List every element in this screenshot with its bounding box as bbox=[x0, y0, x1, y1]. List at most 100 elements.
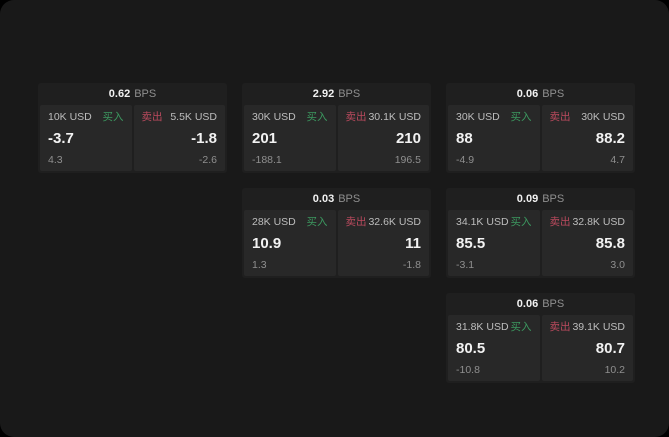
sell-quote-panel[interactable]: 卖出 39.1K USD 80.7 10.2 bbox=[541, 315, 633, 381]
sell-sub-value: 10.2 bbox=[604, 363, 625, 376]
buy-label-row: 30K USD 买入 bbox=[456, 112, 532, 123]
quote-card: 2.92 BPS 30K USD 买入 201 -188.1 卖出 30.1K … bbox=[242, 83, 431, 173]
quote-panels: 31.8K USD 买入 80.5 -10.8 卖出 39.1K USD 80.… bbox=[446, 315, 635, 383]
spread-unit: BPS bbox=[542, 297, 565, 310]
sell-size: 32.6K USD bbox=[368, 216, 421, 228]
spread-value: 0.62 bbox=[108, 87, 131, 100]
spread-unit: BPS bbox=[134, 87, 157, 100]
buy-label-row: 31.8K USD 买入 bbox=[456, 322, 532, 333]
sell-label-row: 卖出 39.1K USD bbox=[550, 322, 626, 333]
buy-price: 201 bbox=[252, 130, 278, 147]
spread-header: 0.03 BPS bbox=[242, 188, 431, 210]
sell-quote-panel[interactable]: 卖出 32.8K USD 85.8 3.0 bbox=[541, 210, 633, 276]
spread-header: 0.09 BPS bbox=[446, 188, 635, 210]
spread-header: 0.06 BPS bbox=[446, 293, 635, 315]
sell-price: 11 bbox=[405, 235, 421, 252]
buy-sub-value: 4.3 bbox=[48, 153, 63, 166]
buy-size: 30K USD bbox=[456, 111, 500, 123]
sell-side-label: 卖出 bbox=[549, 216, 571, 228]
sell-quote-panel[interactable]: 卖出 30K USD 88.2 4.7 bbox=[541, 105, 633, 171]
buy-side-label: 买入 bbox=[510, 321, 532, 333]
sell-label-row: 卖出 5.5K USD bbox=[142, 112, 218, 123]
spread-value: 0.06 bbox=[516, 297, 539, 310]
sell-label-row: 卖出 32.8K USD bbox=[550, 217, 626, 228]
sell-quote-panel[interactable]: 卖出 5.5K USD -1.8 -2.6 bbox=[133, 105, 225, 171]
sell-label-row: 卖出 32.6K USD bbox=[346, 217, 422, 228]
buy-quote-panel[interactable]: 28K USD 买入 10.9 1.3 bbox=[244, 210, 336, 276]
buy-price: 80.5 bbox=[456, 340, 486, 357]
buy-quote-panel[interactable]: 30K USD 买入 88 -4.9 bbox=[448, 105, 540, 171]
sell-size: 30K USD bbox=[581, 111, 625, 123]
sell-side-label: 卖出 bbox=[549, 321, 571, 333]
buy-price: 10.9 bbox=[252, 235, 282, 252]
buy-quote-panel[interactable]: 34.1K USD 买入 85.5 -3.1 bbox=[448, 210, 540, 276]
sell-label-row: 卖出 30.1K USD bbox=[346, 112, 422, 123]
sell-sub-value: -2.6 bbox=[198, 153, 217, 166]
quote-card: 0.03 BPS 28K USD 买入 10.9 1.3 卖出 32.6K US… bbox=[242, 188, 431, 278]
spread-value: 2.92 bbox=[312, 87, 335, 100]
quote-panels: 28K USD 买入 10.9 1.3 卖出 32.6K USD 11 -1.8 bbox=[242, 210, 431, 278]
buy-quote-panel[interactable]: 30K USD 买入 201 -188.1 bbox=[244, 105, 336, 171]
sell-size: 39.1K USD bbox=[572, 321, 625, 333]
buy-quote-panel[interactable]: 10K USD 买入 -3.7 4.3 bbox=[40, 105, 132, 171]
buy-label-row: 34.1K USD 买入 bbox=[456, 217, 532, 228]
spread-header: 0.06 BPS bbox=[446, 83, 635, 105]
quote-card: 0.06 BPS 30K USD 买入 88 -4.9 卖出 30K USD 8… bbox=[446, 83, 635, 173]
quote-panels: 30K USD 买入 88 -4.9 卖出 30K USD 88.2 4.7 bbox=[446, 105, 635, 173]
buy-label-row: 30K USD 买入 bbox=[252, 112, 328, 123]
buy-price: -3.7 bbox=[48, 130, 74, 147]
buy-size: 30K USD bbox=[252, 111, 296, 123]
buy-label-row: 10K USD 买入 bbox=[48, 112, 124, 123]
sell-price: 210 bbox=[395, 130, 421, 147]
sell-side-label: 卖出 bbox=[345, 111, 367, 123]
quote-panels: 34.1K USD 买入 85.5 -3.1 卖出 32.8K USD 85.8… bbox=[446, 210, 635, 278]
sell-sub-value: -1.8 bbox=[402, 258, 421, 271]
sell-sub-value: 4.7 bbox=[610, 153, 625, 166]
spread-header: 2.92 BPS bbox=[242, 83, 431, 105]
buy-label-row: 28K USD 买入 bbox=[252, 217, 328, 228]
buy-size: 10K USD bbox=[48, 111, 92, 123]
sell-price: -1.8 bbox=[191, 130, 217, 147]
sell-label-row: 卖出 30K USD bbox=[550, 112, 626, 123]
spread-unit: BPS bbox=[338, 192, 361, 205]
sell-price: 88.2 bbox=[595, 130, 625, 147]
buy-size: 28K USD bbox=[252, 216, 296, 228]
buy-quote-panel[interactable]: 31.8K USD 买入 80.5 -10.8 bbox=[448, 315, 540, 381]
spread-unit: BPS bbox=[542, 192, 565, 205]
quote-card: 0.06 BPS 31.8K USD 买入 80.5 -10.8 卖出 39.1… bbox=[446, 293, 635, 383]
sell-side-label: 卖出 bbox=[141, 111, 163, 123]
buy-side-label: 买入 bbox=[510, 216, 532, 228]
sell-size: 30.1K USD bbox=[368, 111, 421, 123]
sell-quote-panel[interactable]: 卖出 32.6K USD 11 -1.8 bbox=[337, 210, 429, 276]
buy-sub-value: -3.1 bbox=[456, 258, 475, 271]
quote-panels: 30K USD 买入 201 -188.1 卖出 30.1K USD 210 1… bbox=[242, 105, 431, 173]
buy-price: 88 bbox=[456, 130, 473, 147]
sell-sub-value: 196.5 bbox=[394, 153, 421, 166]
spread-unit: BPS bbox=[338, 87, 361, 100]
buy-sub-value: -188.1 bbox=[252, 153, 282, 166]
buy-sub-value: -4.9 bbox=[456, 153, 475, 166]
buy-size: 34.1K USD bbox=[456, 216, 509, 228]
spread-value: 0.09 bbox=[516, 192, 539, 205]
sell-price: 85.8 bbox=[595, 235, 625, 252]
buy-side-label: 买入 bbox=[306, 111, 328, 123]
sell-price: 80.7 bbox=[595, 340, 625, 357]
buy-sub-value: -10.8 bbox=[456, 363, 480, 376]
buy-sub-value: 1.3 bbox=[252, 258, 267, 271]
sell-sub-value: 3.0 bbox=[610, 258, 625, 271]
sell-quote-panel[interactable]: 卖出 30.1K USD 210 196.5 bbox=[337, 105, 429, 171]
buy-size: 31.8K USD bbox=[456, 321, 509, 333]
buy-price: 85.5 bbox=[456, 235, 486, 252]
sell-side-label: 卖出 bbox=[345, 216, 367, 228]
spread-header: 0.62 BPS bbox=[38, 83, 227, 105]
spread-value: 0.06 bbox=[516, 87, 539, 100]
buy-side-label: 买入 bbox=[510, 111, 532, 123]
buy-side-label: 买入 bbox=[102, 111, 124, 123]
sell-size: 5.5K USD bbox=[170, 111, 217, 123]
spread-value: 0.03 bbox=[312, 192, 335, 205]
sell-size: 32.8K USD bbox=[572, 216, 625, 228]
quote-card: 0.62 BPS 10K USD 买入 -3.7 4.3 卖出 5.5K USD… bbox=[38, 83, 227, 173]
spread-unit: BPS bbox=[542, 87, 565, 100]
sell-side-label: 卖出 bbox=[549, 111, 571, 123]
